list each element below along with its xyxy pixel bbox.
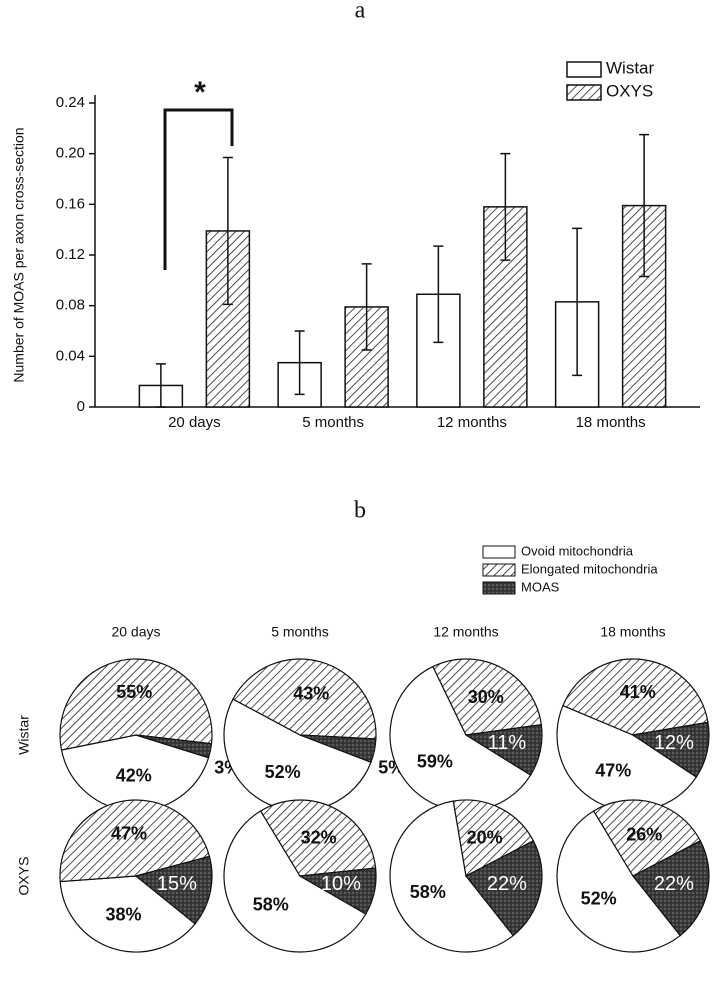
pie-slice xyxy=(465,839,543,937)
x-tick-label: 20 days xyxy=(168,414,221,431)
legend-swatch xyxy=(566,61,602,78)
error-bar xyxy=(572,227,583,377)
legend-label: Wistar xyxy=(606,58,655,77)
significance-bracket xyxy=(163,108,234,270)
x-tick-label: 18 months xyxy=(576,414,646,431)
y-tick-label: 0.12 xyxy=(56,246,85,263)
legend-swatch xyxy=(482,563,516,577)
pie-label: 55% xyxy=(116,682,152,702)
pie-label: 32% xyxy=(301,827,337,847)
error-bar xyxy=(294,330,305,396)
pie-slice xyxy=(632,839,710,937)
pie-label: 12% xyxy=(654,732,694,754)
pie-slice xyxy=(562,658,709,736)
panel-title: a xyxy=(355,0,366,24)
pie-label: 11% xyxy=(488,732,527,754)
bar xyxy=(205,230,251,408)
error-bar xyxy=(222,156,233,306)
pie-slice xyxy=(59,799,211,883)
legend-swatch xyxy=(566,84,602,101)
pie-label: 30% xyxy=(468,687,504,707)
error-bar xyxy=(361,263,372,351)
legend-label: Ovoid mitochondria xyxy=(521,543,634,558)
pie-slice xyxy=(452,799,535,877)
pie-label: 43% xyxy=(293,683,329,703)
error-bar xyxy=(500,152,511,261)
pie-label: 58% xyxy=(410,882,446,902)
pie-slice xyxy=(135,734,213,759)
row-label: Wistar xyxy=(16,715,32,755)
pie-label: 42% xyxy=(116,765,152,785)
x-tick-label: 12 months xyxy=(437,414,507,431)
y-tick-label: 0.24 xyxy=(56,94,85,111)
y-tick-label: 0.16 xyxy=(56,195,85,212)
legend-swatch xyxy=(482,545,516,559)
pie-label: 26% xyxy=(626,824,662,844)
pie-slice xyxy=(223,698,372,812)
significance-mark: * xyxy=(194,76,206,109)
pie-label: 20% xyxy=(467,827,503,847)
y-tick-label: 0.04 xyxy=(56,347,85,364)
error-bar xyxy=(433,245,444,344)
bar xyxy=(344,306,389,408)
pie-label: 15% xyxy=(157,873,197,895)
pie-slice xyxy=(592,799,702,877)
error-bar xyxy=(155,363,166,408)
column-label: 20 days xyxy=(111,624,160,640)
pie-label: 10% xyxy=(321,873,361,895)
pie-label: 58% xyxy=(253,895,289,915)
pie-label: 52% xyxy=(265,762,301,782)
column-label: 18 months xyxy=(600,624,665,640)
pie-slice xyxy=(389,800,515,953)
pie-slice xyxy=(59,875,196,953)
x-tick-label: 5 months xyxy=(302,414,364,431)
pie-slice xyxy=(223,810,367,953)
pie-slice xyxy=(134,855,213,925)
pie-slice xyxy=(556,704,698,812)
panel-title: b xyxy=(354,498,366,524)
pie-label: 41% xyxy=(620,682,656,702)
pie-slice xyxy=(556,810,682,953)
y-tick-label: 0.08 xyxy=(56,297,85,314)
row-label: OXYS xyxy=(16,857,32,896)
legend-swatch xyxy=(482,581,516,595)
y-tick-label: 0 xyxy=(77,398,85,415)
pie-slice xyxy=(631,721,710,778)
pie-label: 47% xyxy=(595,761,631,781)
pie-label: 38% xyxy=(105,905,141,925)
pie-slice xyxy=(389,665,532,812)
pie-slice xyxy=(299,734,377,764)
pie-slice xyxy=(259,799,377,877)
pie-label: 52% xyxy=(581,889,617,909)
y-tick-label: 0.20 xyxy=(56,145,85,162)
pie-label: 22% xyxy=(654,873,694,895)
pie-slice xyxy=(432,658,542,736)
column-label: 12 months xyxy=(433,624,498,640)
pie-slice xyxy=(59,658,213,751)
pie-slice xyxy=(232,658,377,740)
pie-label: 59% xyxy=(417,752,453,772)
error-bar xyxy=(639,133,650,278)
y-axis-label: Number of MOAS per axon cross-section xyxy=(11,127,27,382)
pie-slice xyxy=(464,724,543,776)
legend-label: MOAS xyxy=(521,579,560,594)
column-label: 5 months xyxy=(271,624,329,640)
pie-slice xyxy=(298,867,377,915)
pie-label: 22% xyxy=(487,873,527,895)
legend-label: Elongated mitochondria xyxy=(521,561,658,576)
pie-label: 47% xyxy=(111,824,147,844)
legend-label: OXYS xyxy=(606,81,653,100)
